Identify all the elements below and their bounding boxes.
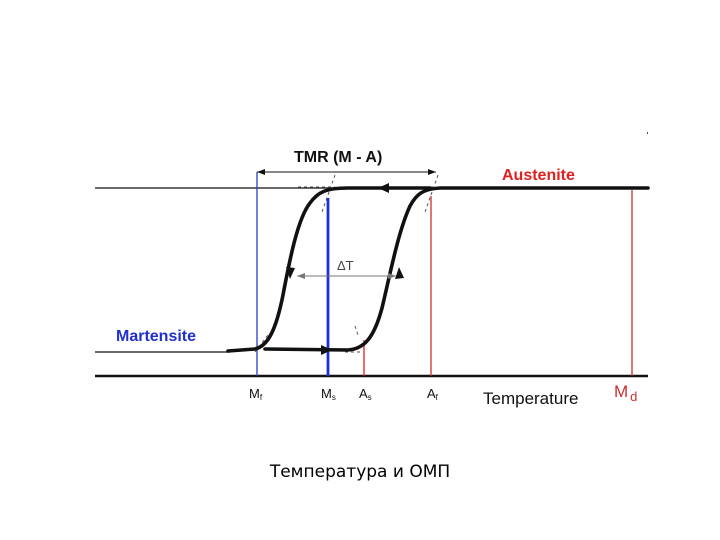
tmr-label: TMR (M - A) [294,149,382,166]
af-tick-label: Af [427,386,439,402]
cooling-arrow-top [378,183,389,193]
delta-t-label: ΔT [337,258,354,273]
delta-t-arrow-left [297,273,305,279]
martensite-label: Martensite [116,328,196,345]
tangent-dashes [254,174,455,353]
cooling-curve [226,186,432,353]
cooling-arrow-mid [286,267,295,279]
slide-caption: Температура и ОМП [269,462,451,482]
mf-tick-label: Mf [249,386,263,402]
heating-curve [263,186,650,352]
as-tick-label: As [359,386,372,402]
tmr-arrow-right [428,169,436,175]
austenite-label: Austenite [502,167,575,184]
tmr-arrow-left [257,169,265,175]
delta-t-arrow-right [388,273,396,279]
temperature-label: Temperature [483,389,578,408]
heating-arrow-mid [395,267,404,279]
heating-arrow-bottom [321,345,332,355]
ms-tick-label: Ms [321,386,336,402]
